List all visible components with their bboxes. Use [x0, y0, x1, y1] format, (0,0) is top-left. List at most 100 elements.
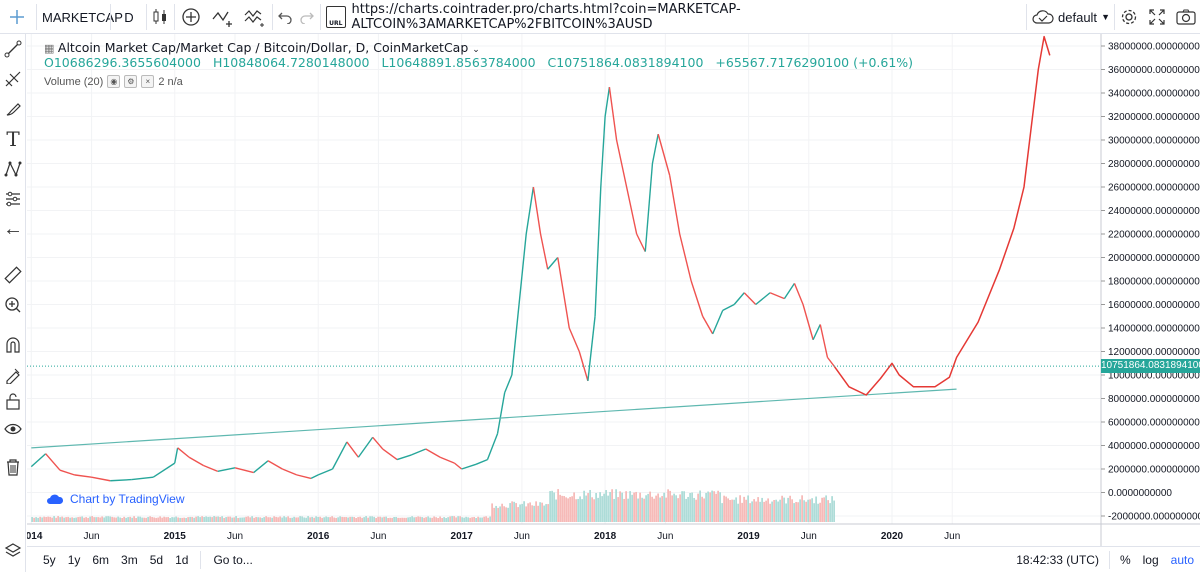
- close-icon[interactable]: ×: [141, 75, 155, 88]
- volume-bar: [811, 498, 813, 522]
- volume-bar: [539, 502, 541, 522]
- chart-area[interactable]: 38000000.0000000000 36000000.0000000000 34…: [20, 34, 1200, 546]
- volume-bar: [613, 498, 615, 522]
- brush-icon[interactable]: [0, 94, 26, 124]
- volume-bar: [831, 496, 833, 522]
- stay-drawing-icon[interactable]: [0, 360, 26, 390]
- arrow-left-icon[interactable]: ←: [3, 217, 23, 240]
- volume-bar: [727, 498, 729, 522]
- price-segment: [504, 374, 513, 393]
- range-button-5d[interactable]: 5d: [149, 552, 164, 567]
- layers-icon[interactable]: [0, 536, 26, 566]
- price-segment: [679, 233, 692, 282]
- settings-toggle-icon[interactable]: ▦: [44, 42, 58, 55]
- volume-bar: [467, 517, 469, 522]
- volume-bar: [771, 501, 773, 522]
- gear-icon[interactable]: [1116, 0, 1142, 34]
- volume-bar: [827, 500, 829, 522]
- volume-bar: [149, 516, 151, 522]
- templates-icon[interactable]: [240, 0, 270, 34]
- percent-toggle[interactable]: %: [1119, 552, 1131, 567]
- eye-icon[interactable]: [0, 414, 26, 444]
- volume-bar: [491, 503, 493, 522]
- eye-toggle-icon[interactable]: ◉: [107, 75, 121, 88]
- chevron-down-icon: ▼: [1101, 12, 1110, 22]
- price-segment: [475, 458, 488, 465]
- volume-bar: [221, 516, 223, 522]
- chart-legend-title[interactable]: ▦ Altcoin Market Cap/Market Cap / Bitcoi…: [44, 40, 480, 55]
- volume-bar: [185, 517, 187, 522]
- price-segment: [608, 87, 618, 141]
- range-button-1d[interactable]: 1d: [175, 552, 189, 567]
- volume-bar: [693, 497, 695, 522]
- range-button-1y[interactable]: 1y: [67, 552, 81, 567]
- volume-bar: [819, 502, 821, 522]
- y-tick-label: 4000000.0000000000: [1108, 441, 1200, 452]
- undo-icon[interactable]: [274, 0, 296, 34]
- range-button-6m[interactable]: 6m: [92, 552, 110, 567]
- goto-button[interactable]: Go to...: [213, 552, 253, 567]
- volume-bar: [117, 516, 119, 522]
- log-toggle[interactable]: log: [1142, 552, 1159, 567]
- x-tick-label: Jun: [370, 531, 386, 542]
- y-tick-label: 32000000.0000000000: [1108, 112, 1200, 123]
- trash-icon[interactable]: [0, 452, 26, 482]
- volume-bar: [249, 517, 251, 522]
- ruler-icon[interactable]: [0, 260, 26, 290]
- indicators-icon[interactable]: [208, 0, 238, 34]
- volume-bar: [379, 516, 381, 522]
- tradingview-watermark[interactable]: Chart by TradingView: [46, 492, 185, 506]
- volume-bar: [599, 492, 601, 522]
- symbol-search-button[interactable]: MARKETCAP: [42, 0, 123, 34]
- price-segment: [110, 478, 132, 482]
- volume-bar: [769, 503, 771, 522]
- crosshair-icon[interactable]: [0, 0, 34, 34]
- volume-bar: [405, 517, 407, 522]
- range-button-5y[interactable]: 5y: [43, 552, 56, 567]
- volume-bar: [259, 517, 261, 522]
- trend-line-icon[interactable]: [0, 34, 26, 64]
- volume-bar: [267, 517, 269, 522]
- price-segment: [755, 292, 771, 306]
- volume-bar: [755, 501, 757, 522]
- volume-bar: [787, 497, 789, 522]
- price-segment: [702, 315, 714, 335]
- volume-bar: [563, 496, 565, 522]
- volume-bar: [453, 516, 455, 522]
- volume-bar: [161, 517, 163, 522]
- price-chart[interactable]: 38000000.0000000000 36000000.0000000000 34…: [20, 34, 1200, 546]
- range-button-3m[interactable]: 3m: [121, 552, 138, 567]
- zoom-in-icon[interactable]: [0, 290, 26, 320]
- volume-bar: [523, 501, 525, 522]
- settings-icon[interactable]: ⚙: [124, 75, 138, 88]
- compare-add-icon[interactable]: [176, 0, 206, 34]
- volume-bar: [333, 517, 335, 522]
- candles-icon[interactable]: [148, 0, 172, 34]
- volume-bar: [203, 517, 205, 522]
- volume-bar: [89, 516, 91, 522]
- fib-tools-icon[interactable]: [0, 64, 26, 94]
- text-tool-icon[interactable]: T: [6, 127, 20, 151]
- prediction-icon[interactable]: [0, 184, 26, 214]
- volume-bar: [517, 507, 519, 522]
- redo-icon[interactable]: [296, 0, 318, 34]
- volume-bar: [681, 491, 683, 522]
- url-bar[interactable]: URL https://charts.cointrader.pro/charts…: [326, 2, 1022, 32]
- lock-icon[interactable]: [0, 386, 26, 416]
- volume-bar: [39, 516, 41, 522]
- price-segment: [346, 441, 359, 458]
- volume-bar: [183, 517, 185, 522]
- interval-button[interactable]: D: [114, 0, 144, 34]
- volume-bar: [509, 503, 511, 522]
- fullscreen-icon[interactable]: [1144, 0, 1170, 34]
- layout-theme-dropdown[interactable]: default ▼: [1030, 0, 1112, 34]
- legend-chevron-icon[interactable]: ⌄: [472, 45, 480, 55]
- pattern-icon[interactable]: [0, 154, 26, 184]
- camera-icon[interactable]: [1172, 0, 1200, 34]
- magnet-icon[interactable]: [0, 330, 26, 360]
- volume-legend[interactable]: Volume (20) ◉ ⚙ × 2 n/a: [44, 75, 183, 88]
- volume-bar: [387, 517, 389, 522]
- volume-bar: [545, 504, 547, 522]
- auto-toggle[interactable]: auto: [1170, 552, 1194, 567]
- x-tick-label: Jun: [801, 531, 817, 542]
